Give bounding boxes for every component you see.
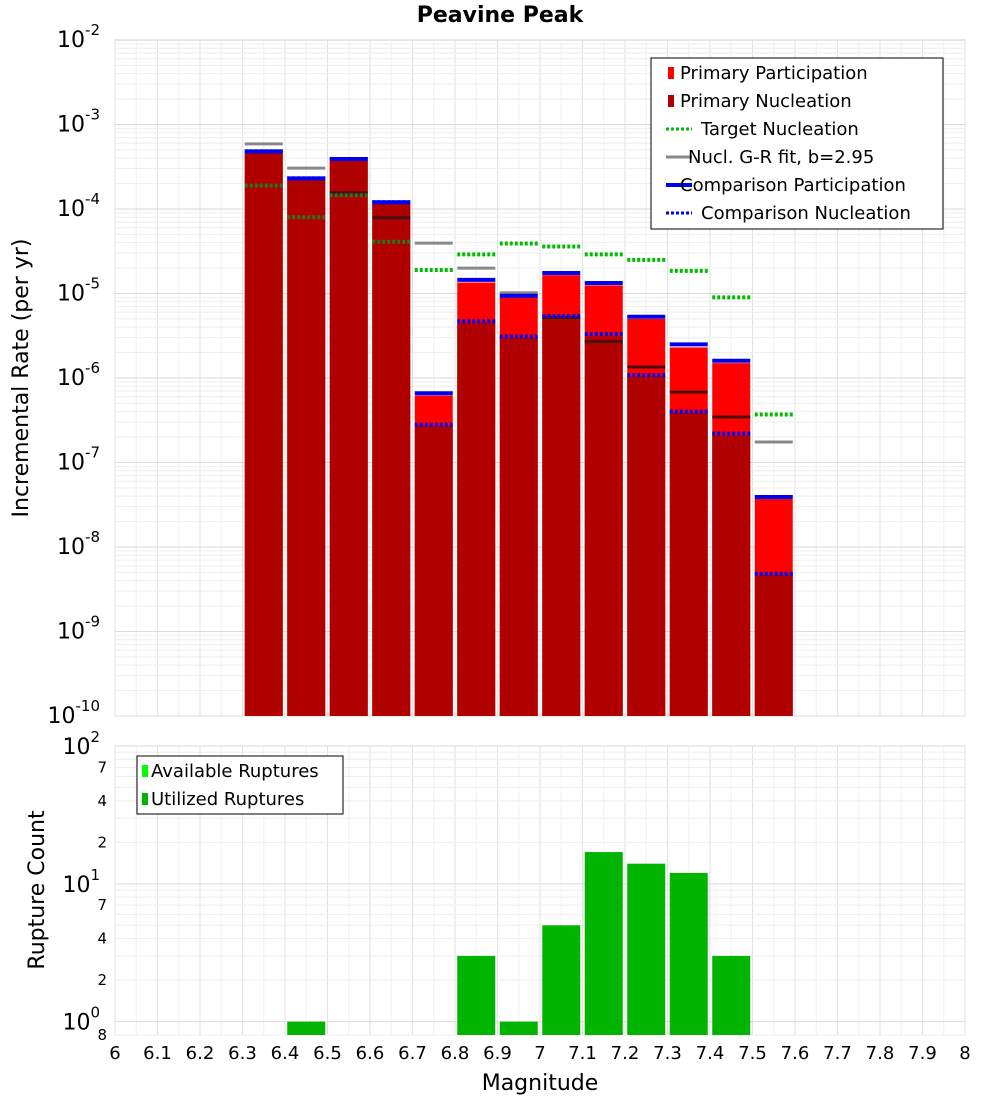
legend-label: Primary Participation	[680, 63, 868, 84]
legend-swatch	[142, 793, 148, 805]
x-tick-label: 8	[959, 1043, 970, 1064]
primary-nucleation-bar	[754, 574, 793, 716]
top-y-tick-label: 10-2	[57, 21, 100, 53]
primary-nucleation-bar	[414, 426, 453, 716]
bottom-y-tick-label: 102	[62, 728, 100, 760]
x-tick-label: 7.1	[568, 1043, 597, 1064]
primary-nucleation-bar	[499, 337, 538, 716]
primary-nucleation-bar	[627, 376, 666, 716]
legend-swatch	[142, 765, 148, 777]
primary-nucleation-bar	[712, 435, 751, 716]
primary-nucleation-bar	[329, 160, 368, 717]
x-tick-label: 7.7	[823, 1043, 852, 1064]
bottom-y-tick-label: 101	[62, 866, 100, 898]
x-tick-label: 6.3	[228, 1043, 257, 1064]
legend-label: Primary Nucleation	[680, 91, 852, 112]
legend-swatch	[668, 95, 674, 107]
top-y-tick-label: 10-9	[57, 613, 100, 645]
top-lines	[244, 142, 793, 576]
x-tick-label: 7.3	[653, 1043, 682, 1064]
bottom-y-axis-label: Rupture Count	[25, 810, 50, 970]
bottom-legend: Available Ruptures Utilized Ruptures	[136, 755, 344, 815]
bottom-y-tick-label: 100	[62, 1004, 100, 1036]
x-tick-label: 6.1	[143, 1043, 172, 1064]
bottom-y-tick-label: 7	[97, 758, 107, 776]
bottom-legend-box	[136, 755, 344, 815]
x-tick-label: 7.6	[781, 1043, 810, 1064]
legend-label: Comparison Nucleation	[701, 203, 911, 224]
utilized-ruptures-bar	[627, 863, 666, 1035]
primary-nucleation-bar	[584, 336, 623, 716]
x-tick-label: 6.4	[271, 1043, 300, 1064]
bottom-y-tick-label: 7	[97, 896, 107, 914]
bottom-y-tick-label: 2	[97, 833, 107, 851]
primary-nucleation-bar	[542, 317, 581, 716]
legend-label: Target Nucleation	[700, 119, 859, 140]
x-tick-label: 7.5	[738, 1043, 767, 1064]
bottom-y-tick-label: 4	[97, 792, 107, 810]
utilized-ruptures-bar	[669, 872, 708, 1035]
top-y-tick-label: 10-7	[57, 444, 100, 476]
legend-label: Comparison Participation	[680, 175, 906, 196]
top-y-axis-label: Incremental Rate (per yr)	[9, 239, 34, 518]
top-legend: Primary Participation Primary Nucleation T…	[650, 57, 944, 230]
utilized-ruptures-bar	[542, 925, 581, 1035]
x-tick-label: 7.8	[866, 1043, 895, 1064]
top-y-tick-label: 10-10	[48, 697, 101, 729]
utilized-ruptures-bar	[712, 955, 751, 1035]
top-y-tick-labels: 10-2 10-3 10-4 10-5 10-6 10-7 10-8 10-9 10-10	[48, 21, 101, 729]
primary-nucleation-bar	[669, 412, 708, 716]
x-tick-label: 6.6	[356, 1043, 385, 1064]
top-y-tick-label: 10-8	[57, 528, 100, 560]
primary-nucleation-bar	[372, 203, 411, 716]
x-tick-label: 6	[109, 1043, 120, 1064]
bottom-y-tick-label: 4	[97, 930, 107, 948]
primary-nucleation-bar	[287, 180, 326, 716]
top-y-tick-label: 10-4	[57, 190, 100, 222]
utilized-ruptures-bar	[584, 852, 623, 1035]
utilized-ruptures-bar	[457, 955, 496, 1035]
x-tick-label: 7	[534, 1043, 545, 1064]
x-tick-label: 6.9	[483, 1043, 512, 1064]
x-tick-label: 6.2	[186, 1043, 215, 1064]
legend-label: Utilized Ruptures	[151, 789, 304, 810]
utilized-ruptures-bar	[287, 1021, 326, 1035]
legend-label: Available Ruptures	[151, 761, 319, 782]
legend-swatch	[668, 67, 674, 79]
chart-title: Peavine Peak	[417, 3, 585, 28]
bottom-bars	[287, 852, 751, 1035]
x-tick-label: 6.7	[398, 1043, 427, 1064]
top-legend-box	[650, 57, 944, 230]
primary-nucleation-bar	[457, 322, 496, 716]
top-plot: 10-2 10-3 10-4 10-5 10-6 10-7 10-8 10-9 10-10 In…	[9, 21, 966, 729]
bottom-y-tick-label: 8	[97, 1026, 107, 1044]
x-tick-label: 7.4	[696, 1043, 725, 1064]
legend-label: Nucl. G-R fit, b=2.95	[688, 147, 874, 168]
x-tick-labels: 6 6.1 6.2 6.3 6.4 6.5 6.6 6.7 6.8 6.9 7 7.1 7.2 7.3 7.…	[109, 1043, 970, 1064]
x-tick-label: 7.2	[611, 1043, 640, 1064]
top-y-tick-label: 10-3	[57, 106, 100, 138]
top-bars	[244, 152, 793, 717]
primary-nucleation-bar	[244, 152, 283, 717]
x-tick-label: 6.8	[441, 1043, 470, 1064]
top-y-tick-label: 10-5	[57, 275, 100, 307]
x-tick-label: 6.5	[313, 1043, 342, 1064]
top-y-tick-label: 10-6	[57, 359, 100, 391]
x-axis-label: Magnitude	[482, 1071, 599, 1096]
utilized-ruptures-bar	[499, 1021, 538, 1035]
bottom-y-tick-label: 2	[97, 971, 107, 989]
x-tick-label: 7.9	[908, 1043, 937, 1064]
